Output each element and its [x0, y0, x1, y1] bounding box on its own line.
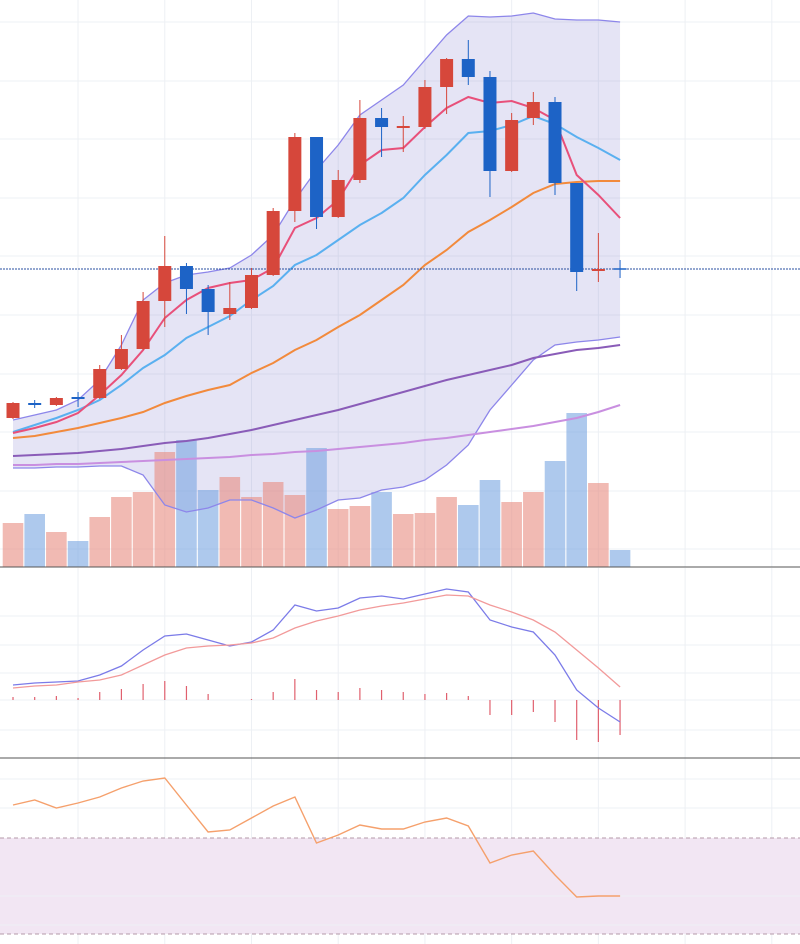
candle-body [93, 369, 107, 398]
candle-body [136, 301, 150, 349]
moving-average [12, 344, 621, 457]
volume-bar [67, 541, 89, 567]
candle-body [331, 180, 345, 217]
candle-body [375, 118, 389, 127]
volume-bar [588, 483, 609, 567]
candle-body [613, 268, 627, 270]
volume-bar [111, 497, 132, 567]
candle-body [591, 269, 605, 271]
candle-body [505, 120, 519, 171]
band-line [13, 336, 621, 519]
candle-body [266, 211, 280, 275]
candle-body [310, 137, 324, 217]
candle-body [440, 59, 454, 87]
band-fill [13, 13, 621, 518]
candle-body [71, 397, 85, 399]
volume-bar [284, 495, 306, 567]
band-fill [0, 838, 800, 934]
candle-body [6, 403, 20, 418]
volume-bar [176, 440, 197, 567]
volume-bar [132, 492, 154, 567]
candle-body [526, 102, 540, 118]
volume-bar [566, 413, 587, 567]
macd-line [12, 588, 621, 723]
moving-average [12, 180, 621, 439]
candle-body [201, 289, 215, 312]
macd-line [12, 594, 621, 689]
volume-bar [392, 514, 414, 567]
candle-body [114, 349, 128, 369]
volume-bar [306, 448, 327, 567]
candle-body [179, 266, 193, 289]
candle-body [49, 398, 63, 405]
volume-bar [609, 550, 631, 567]
under-layer [2, 13, 631, 567]
moving-average [12, 114, 621, 433]
candle-body [28, 403, 42, 405]
rsi-line [12, 777, 621, 898]
volume-bar [89, 517, 111, 567]
volume-bar [46, 532, 67, 567]
volume-bar [371, 492, 392, 567]
volume-bar [2, 523, 24, 567]
moving-average [13, 404, 621, 466]
volume-bar [24, 514, 45, 567]
candle-body [158, 266, 172, 301]
volume-bar [327, 509, 349, 567]
volume-bar [436, 497, 457, 567]
volume-bar [349, 506, 371, 567]
volume-bar [197, 490, 219, 567]
candle-body [461, 59, 475, 77]
candle-body [570, 183, 584, 272]
candle-body [548, 102, 562, 183]
candle-body [483, 77, 497, 171]
candle-body [288, 137, 302, 211]
candle-body [353, 118, 367, 180]
top-layer [6, 40, 627, 419]
volume-bar [523, 492, 544, 567]
volume-bar [154, 452, 176, 567]
candle-body [244, 275, 258, 308]
volume-bar [241, 497, 262, 567]
candle-body [223, 308, 237, 314]
volume-bar [544, 461, 566, 567]
volume-bar [219, 477, 241, 567]
candle-body [418, 87, 432, 127]
candle-body [396, 126, 410, 128]
volume-bar [457, 505, 479, 567]
volume-bar [414, 513, 436, 567]
volume-bar [479, 480, 501, 567]
volume-bar [501, 502, 522, 567]
volume-bar [262, 482, 284, 567]
